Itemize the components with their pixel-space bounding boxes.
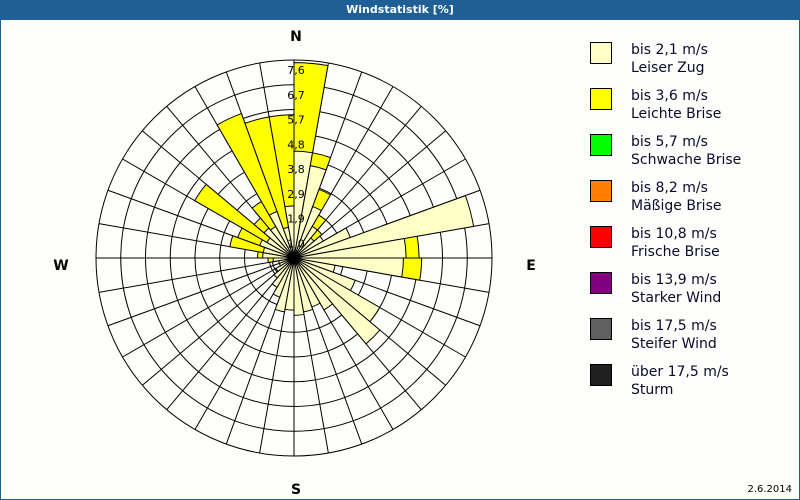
legend-range: über 17,5 m/s (631, 364, 729, 380)
svg-text:1,9: 1,9 (287, 213, 305, 226)
legend-range: bis 3,6 m/s (631, 88, 708, 104)
wind-petals (194, 62, 475, 345)
chart-title: Windstatistik [%] (0, 0, 800, 20)
svg-text:3,8: 3,8 (287, 163, 305, 176)
legend-swatch (590, 226, 612, 248)
legend-label: Leiser Zug (631, 60, 705, 76)
legend-label: Leichte Brise (631, 106, 722, 122)
legend-item-sturm: über 17,5 m/s Sturm (590, 363, 790, 409)
legend-range: bis 13,9 m/s (631, 272, 717, 288)
legend-item-maessige-brise: bis 8,2 m/s Mäßige Brise (590, 179, 790, 225)
legend-label: Sturm (631, 382, 674, 398)
legend-item-schwache-brise: bis 5,7 m/s Schwache Brise (590, 133, 790, 179)
legend-swatch (590, 180, 612, 202)
legend: bis 2,1 m/s Leiser Zug bis 3,6 m/s Leichte… (590, 41, 790, 409)
svg-text:6,7: 6,7 (287, 89, 305, 102)
legend-range: bis 17,5 m/s (631, 318, 717, 334)
legend-item-steifer-wind: bis 17,5 m/s Steifer Wind (590, 317, 790, 363)
legend-swatch (590, 272, 612, 294)
svg-text:2,9: 2,9 (287, 188, 305, 201)
compass-west: W (53, 258, 68, 274)
legend-swatch (590, 364, 612, 386)
legend-label: Mäßige Brise (631, 198, 722, 214)
legend-range: bis 5,7 m/s (631, 134, 708, 150)
legend-item-frische-brise: bis 10,8 m/s Frische Brise (590, 225, 790, 271)
legend-swatch (590, 42, 612, 64)
legend-range: bis 2,1 m/s (631, 42, 708, 58)
legend-swatch (590, 88, 612, 110)
date-label: 2.6.2014 (747, 484, 792, 495)
legend-label: Starker Wind (631, 290, 722, 306)
legend-swatch (590, 134, 612, 156)
legend-range: bis 10,8 m/s (631, 226, 717, 242)
legend-swatch (590, 318, 612, 340)
compass-east: E (526, 258, 536, 274)
legend-item-leiser-zug: bis 2,1 m/s Leiser Zug (590, 41, 790, 87)
svg-text:4,8: 4,8 (287, 138, 305, 151)
legend-item-leichte-brise: bis 3,6 m/s Leichte Brise (590, 87, 790, 133)
legend-label: Schwache Brise (631, 152, 742, 168)
compass-north: N (290, 29, 302, 45)
svg-text:7,6: 7,6 (287, 64, 305, 77)
ring-labels: 1,0 1,9 2,9 3,8 4,8 5,7 6,7 7,6 (287, 64, 305, 250)
legend-label: Frische Brise (631, 244, 720, 260)
legend-label: Steifer Wind (631, 336, 717, 352)
compass-south: S (291, 482, 301, 498)
svg-text:1,0: 1,0 (287, 237, 305, 250)
legend-range: bis 8,2 m/s (631, 180, 708, 196)
legend-item-starker-wind: bis 13,9 m/s Starker Wind (590, 271, 790, 317)
svg-text:5,7: 5,7 (287, 114, 305, 127)
